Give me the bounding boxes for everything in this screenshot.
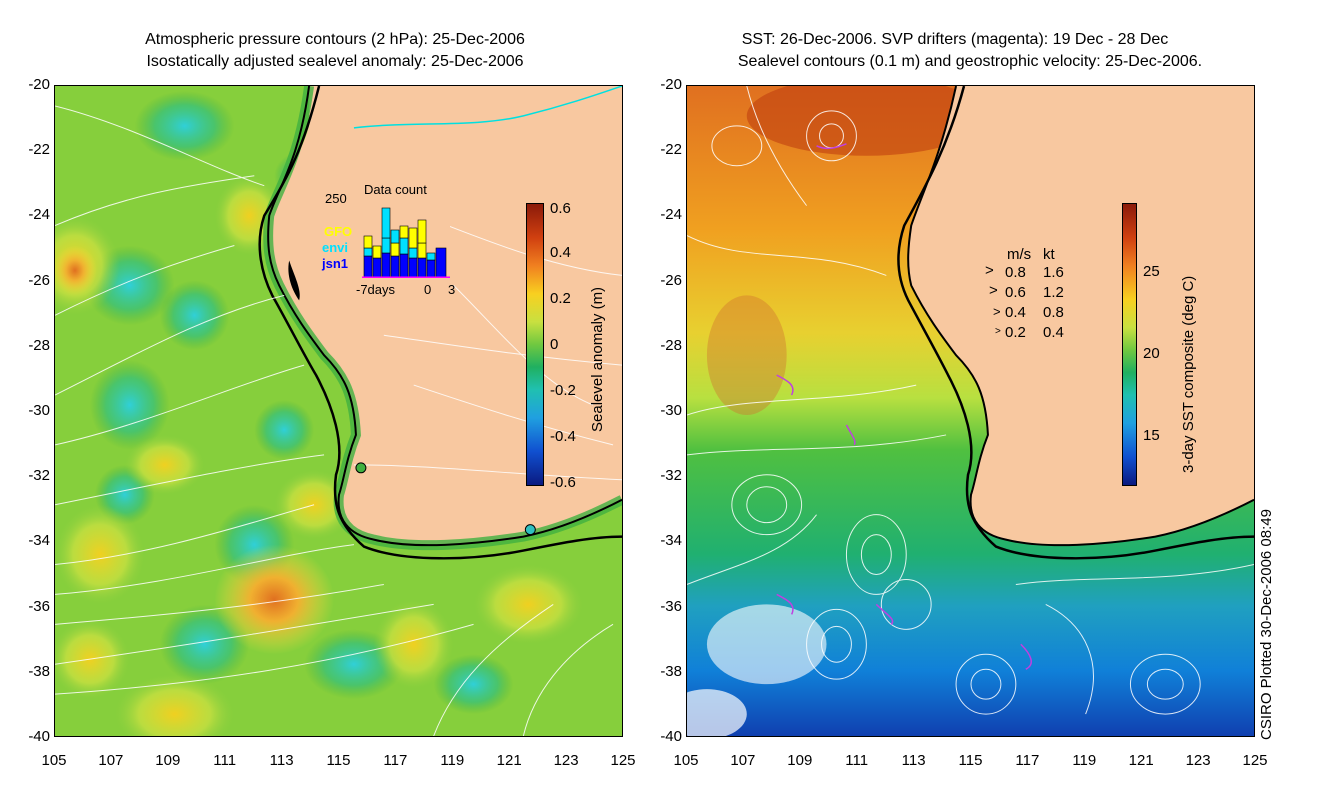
right-xtick: 115 <box>958 752 983 769</box>
sst-cb-label-15: 15 <box>1143 427 1160 444</box>
left-xtick: 115 <box>326 752 351 769</box>
right-xtick: 119 <box>1072 752 1097 769</box>
cb-label--0.4: -0.4 <box>550 428 576 445</box>
vel-kt-0: 1.6 <box>1043 264 1064 281</box>
cb-label--0.6: -0.6 <box>550 474 576 491</box>
right-ytick: -22 <box>660 141 682 159</box>
right-ytick: -36 <box>660 597 682 615</box>
vel-arrow-2: > <box>993 304 1001 319</box>
data-count-inset: Data count 250 GFO envi jsn1 -7days 0 3 <box>320 180 455 300</box>
right-ytick: -34 <box>660 532 682 550</box>
left-ytick: -36 <box>28 597 50 615</box>
sst-map <box>686 85 1255 737</box>
left-ytick: -40 <box>28 728 50 745</box>
vel-kt-3: 0.4 <box>1043 324 1064 341</box>
vel-arrow-1: > <box>989 282 998 299</box>
right-xtick: 123 <box>1185 752 1211 769</box>
right-ytick: -26 <box>660 271 682 289</box>
csiro-credit: CSIRO Plotted 30-Dec-2006 08:49 <box>1258 509 1275 740</box>
left-xtick: 125 <box>610 752 636 769</box>
right-xtick: 111 <box>845 752 869 769</box>
right-ytick: -32 <box>660 467 682 485</box>
left-ytick: -32 <box>28 467 50 485</box>
right-ytick: -38 <box>660 662 682 680</box>
left-ytick: -38 <box>28 662 50 680</box>
left-title-line1: Atmospheric pressure contours (2 hPa): 2… <box>145 31 525 48</box>
vel-arrow-0: > <box>985 262 994 279</box>
left-xtick: 117 <box>383 752 408 769</box>
vel-header-kt: kt <box>1043 246 1055 263</box>
left-ytick: -28 <box>28 336 50 354</box>
right-xtick: 125 <box>1242 752 1268 769</box>
inset-title: Data count <box>364 182 427 197</box>
right-xtick: 117 <box>1015 752 1040 769</box>
vel-kt-1: 1.2 <box>1043 284 1064 301</box>
sst-cb-label-20: 20 <box>1143 345 1160 362</box>
sst-colorbar-title: 3-day SST composite (deg C) <box>1180 275 1197 473</box>
left-xtick: 105 <box>41 752 67 769</box>
left-xtick: 113 <box>269 752 294 769</box>
right-title-line2: Sealevel contours (0.1 m) and geostrophi… <box>737 53 1203 70</box>
right-xtick: 109 <box>787 752 813 769</box>
sealevel-anomaly-map <box>54 85 623 737</box>
inset-xlabel-left: -7days <box>356 282 396 297</box>
cb-label-0.4: 0.4 <box>550 244 571 261</box>
velocity-legend: m/s kt > 0.8 1.6 > 0.6 1.2 > 0.4 0.8 > 0… <box>985 246 1075 351</box>
right-title-line1: SST: 26-Dec-2006. SVP drifters (magenta)… <box>741 31 1169 48</box>
left-title-line2: Isostatically adjusted sealevel anomaly:… <box>146 53 524 70</box>
cb-label-0.6: 0.6 <box>550 200 571 217</box>
right-xtick: 113 <box>901 752 926 769</box>
left-ytick: -30 <box>28 402 50 419</box>
inset-legend-jsn1: jsn1 <box>322 256 349 271</box>
right-xtick: 121 <box>1128 752 1154 769</box>
vel-header-ms: m/s <box>1007 246 1032 263</box>
sst-cb-label-25: 25 <box>1143 263 1160 280</box>
left-ytick: -24 <box>28 206 50 224</box>
sst-colorbar <box>1122 203 1137 486</box>
sealevel-colorbar-title: Sealevel anomaly (m) <box>589 286 606 432</box>
sealevel-colorbar <box>526 203 544 486</box>
vel-ms-3: 0.2 <box>1005 324 1026 341</box>
right-ytick: -28 <box>660 336 682 354</box>
left-ytick: -20 <box>28 76 50 93</box>
cb-label-0.2: 0.2 <box>550 290 571 307</box>
right-xtick: 105 <box>673 752 699 769</box>
inset-legend-envi: envi <box>322 240 349 255</box>
left-xtick: 109 <box>155 752 181 769</box>
left-ytick: -34 <box>28 532 50 550</box>
inset-ymax: 250 <box>325 191 347 206</box>
left-xtick: 121 <box>496 752 522 769</box>
vel-ms-0: 0.8 <box>1005 264 1026 281</box>
cb-label-0: 0 <box>550 336 559 353</box>
inset-legend-gfo: GFO <box>324 224 353 239</box>
left-ytick: -26 <box>28 271 50 289</box>
vel-ms-1: 0.6 <box>1005 284 1026 301</box>
left-xtick: 123 <box>553 752 579 769</box>
inset-bars <box>362 198 450 278</box>
vel-ms-2: 0.4 <box>1005 304 1026 321</box>
cb-label--0.2: -0.2 <box>550 382 576 399</box>
left-ytick: -22 <box>28 141 50 159</box>
right-ytick: -40 <box>660 728 682 745</box>
left-xtick: 119 <box>440 752 465 769</box>
right-ytick: -24 <box>660 206 682 224</box>
left-xtick: 107 <box>98 752 124 769</box>
left-xtick: 111 <box>213 752 237 769</box>
right-ytick: -30 <box>660 402 682 419</box>
inset-xlabel-right: 3 <box>448 282 456 297</box>
vel-arrow-3: > <box>995 326 1001 337</box>
right-ytick: -20 <box>660 76 682 93</box>
vel-kt-2: 0.8 <box>1043 304 1064 321</box>
inset-xlabel-mid: 0 <box>424 282 432 297</box>
right-xtick: 107 <box>730 752 756 769</box>
